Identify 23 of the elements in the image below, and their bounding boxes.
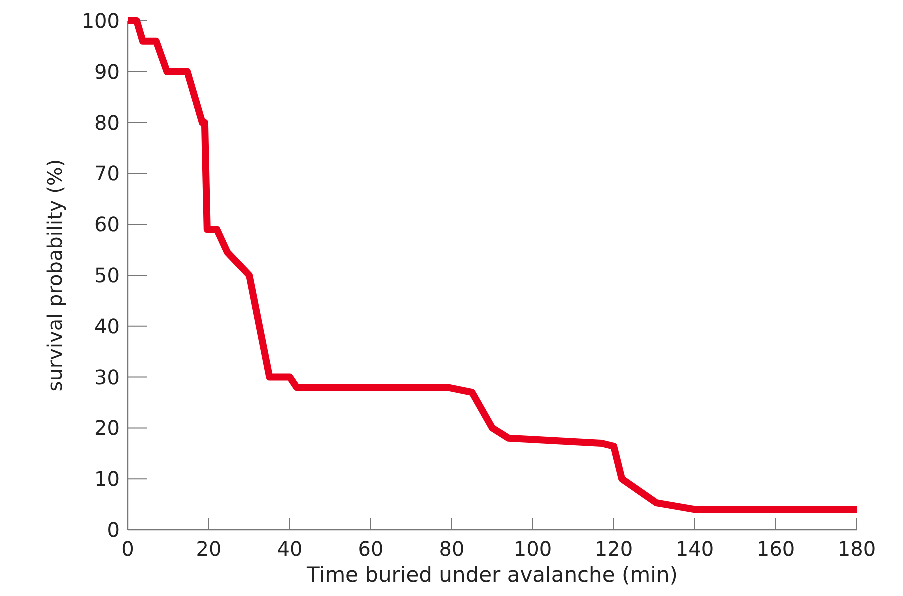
x-tick-label: 140 [676, 537, 714, 561]
x-tick-label: 40 [277, 537, 303, 561]
x-axis-title: Time buried under avalanche (min) [306, 563, 678, 587]
y-tick-label: 50 [94, 264, 120, 288]
y-tick-label: 30 [94, 365, 120, 390]
y-tick-label: 40 [94, 314, 120, 338]
x-tick-label: 100 [514, 537, 552, 561]
y-tick-label: 20 [94, 416, 120, 440]
x-tick-label: 120 [594, 537, 634, 561]
x-tick-label: 0 [122, 537, 134, 561]
x-tick-label: 160 [756, 537, 796, 561]
y-tick-label: 10 [94, 467, 120, 492]
x-tick-label: 180 [838, 537, 876, 561]
y-axis-title: survival probability (%) [43, 159, 67, 392]
x-tick-label: 80 [439, 537, 465, 561]
y-tick-label: 0 [107, 518, 120, 542]
y-tick-label: 80 [94, 110, 120, 135]
y-tick-label: 100 [82, 9, 120, 33]
y-tick-label: 70 [94, 162, 120, 186]
y-tick-label: 90 [94, 60, 120, 84]
x-tick-label: 20 [196, 537, 222, 561]
y-tick-label: 60 [94, 212, 120, 237]
x-tick-label: 60 [358, 537, 384, 561]
